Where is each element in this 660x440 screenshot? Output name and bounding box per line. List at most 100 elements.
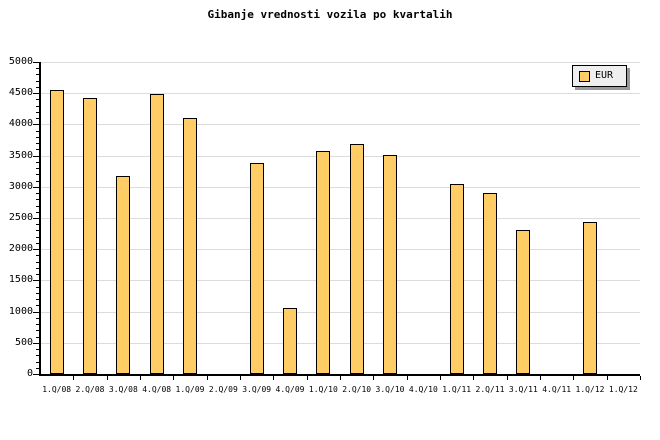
y-tick-label-5000: 5000: [8, 56, 33, 67]
y-tick-label-2000: 2000: [8, 243, 33, 255]
x-tick-label-10: 3.Q/10: [375, 385, 405, 394]
bar-3-q-09: [249, 163, 264, 374]
y-tick-label-3500: 3500: [8, 149, 33, 161]
y-minor-tick-100: [36, 367, 40, 369]
y-major-tick-3500: [33, 155, 40, 157]
y-major-tick-2500: [33, 218, 40, 219]
bar-1-q-08: [49, 90, 64, 374]
y-minor-tick-4700: [36, 80, 40, 82]
y-minor-tick-2900: [36, 193, 40, 195]
y-minor-tick-1400: [36, 286, 40, 288]
x-tick-9: [340, 376, 341, 380]
x-tick-label-1: 2.Q/08: [75, 385, 105, 394]
y-major-tick-4000: [33, 124, 40, 126]
gridline-3000: [41, 186, 640, 188]
y-minor-tick-1300: [36, 292, 40, 294]
y-tick-label-1000: 1000: [8, 305, 33, 317]
y-major-tick-4500: [33, 93, 40, 95]
y-minor-tick-4300: [36, 105, 40, 107]
x-tick-18: [640, 376, 641, 380]
x-tick-label-11: 4.Q/10: [408, 385, 438, 394]
bar-1-q-11: [449, 183, 464, 374]
y-minor-tick-3200: [36, 174, 40, 176]
bar-4-q-08: [149, 94, 164, 374]
x-axis: [39, 374, 640, 376]
y-minor-tick-3100: [36, 180, 40, 182]
x-tick-label-6: 3.Q/09: [242, 385, 272, 394]
y-minor-tick-1800: [36, 261, 40, 263]
y-minor-tick-4800: [36, 74, 40, 76]
y-minor-tick-3800: [36, 136, 40, 138]
y-major-tick-5000: [33, 62, 40, 63]
y-tick-label-4500: 4500: [8, 87, 33, 99]
y-minor-tick-300: [36, 355, 40, 357]
bar-2-q-11: [483, 193, 497, 374]
legend: EUR: [572, 65, 627, 87]
bar-2-q-08: [83, 97, 97, 374]
bar-2-q-10: [349, 143, 364, 374]
x-tick-label-0: 1.Q/08: [42, 385, 72, 394]
x-tick-4: [173, 376, 175, 380]
y-minor-tick-400: [36, 349, 40, 351]
y-major-tick-1000: [33, 311, 40, 313]
y-minor-tick-200: [36, 361, 40, 363]
y-tick-label-2500: 2500: [8, 212, 33, 223]
y-minor-tick-2100: [36, 242, 40, 244]
y-minor-tick-800: [36, 324, 40, 326]
y-minor-tick-2600: [36, 211, 40, 213]
legend-label: EUR: [595, 70, 614, 81]
x-tick-16: [573, 376, 575, 380]
x-tick-label-2: 3.Q/08: [108, 385, 138, 394]
x-tick-label-14: 3.Q/11: [508, 385, 538, 394]
bar-3-q-08: [116, 175, 131, 374]
bar-3-q-11: [516, 229, 531, 374]
y-minor-tick-900: [36, 317, 40, 319]
x-tick-17: [606, 376, 608, 380]
gridline-5000: [41, 62, 640, 63]
x-tick-14: [506, 376, 508, 380]
x-tick-3: [140, 376, 141, 380]
bar-3-q-10: [383, 154, 397, 374]
x-tick-11: [406, 376, 408, 380]
y-minor-tick-1100: [36, 305, 40, 307]
y-minor-tick-4600: [36, 86, 40, 88]
y-tick-label-500: 500: [14, 336, 33, 348]
y-minor-tick-1600: [36, 274, 40, 276]
gridline-1000: [41, 311, 640, 313]
bar-4-q-09: [283, 308, 297, 374]
y-tick-label-1500: 1500: [8, 274, 33, 286]
y-minor-tick-1700: [36, 267, 40, 269]
y-minor-tick-3900: [36, 130, 40, 132]
x-tick-2: [106, 376, 108, 380]
x-tick-15: [540, 376, 541, 380]
y-axis: [39, 62, 41, 376]
y-minor-tick-2700: [36, 205, 40, 207]
gridline-500: [41, 342, 640, 344]
x-tick-12: [440, 376, 441, 380]
x-tick-label-4: 1.Q/09: [175, 385, 205, 394]
gridline-4500: [41, 93, 640, 95]
x-tick-label-12: 1.Q/11: [442, 385, 472, 394]
gridline-2500: [41, 218, 640, 219]
x-tick-7: [273, 376, 275, 380]
y-tick-label-3000: 3000: [8, 180, 33, 192]
bar-1-q-12: [583, 222, 597, 374]
gridline-1500: [41, 280, 640, 282]
x-tick-label-17: 1.Q/12: [608, 385, 638, 394]
x-tick-label-7: 4.Q/09: [275, 385, 305, 394]
x-tick-8: [306, 376, 308, 380]
y-minor-tick-2800: [36, 199, 40, 201]
y-minor-tick-3300: [36, 168, 40, 170]
x-tick-label-9: 2.Q/10: [342, 385, 372, 394]
legend-swatch-eur: [579, 70, 590, 82]
x-tick-label-13: 2.Q/11: [475, 385, 505, 394]
y-major-tick-3000: [33, 186, 40, 188]
bar-1-q-10: [316, 151, 331, 374]
y-major-tick-500: [33, 342, 40, 344]
y-major-tick-0: [33, 374, 40, 375]
y-major-tick-1500: [33, 280, 40, 282]
gridline-4000: [41, 124, 640, 126]
y-minor-tick-3700: [36, 143, 40, 145]
x-tick-5: [206, 376, 208, 380]
